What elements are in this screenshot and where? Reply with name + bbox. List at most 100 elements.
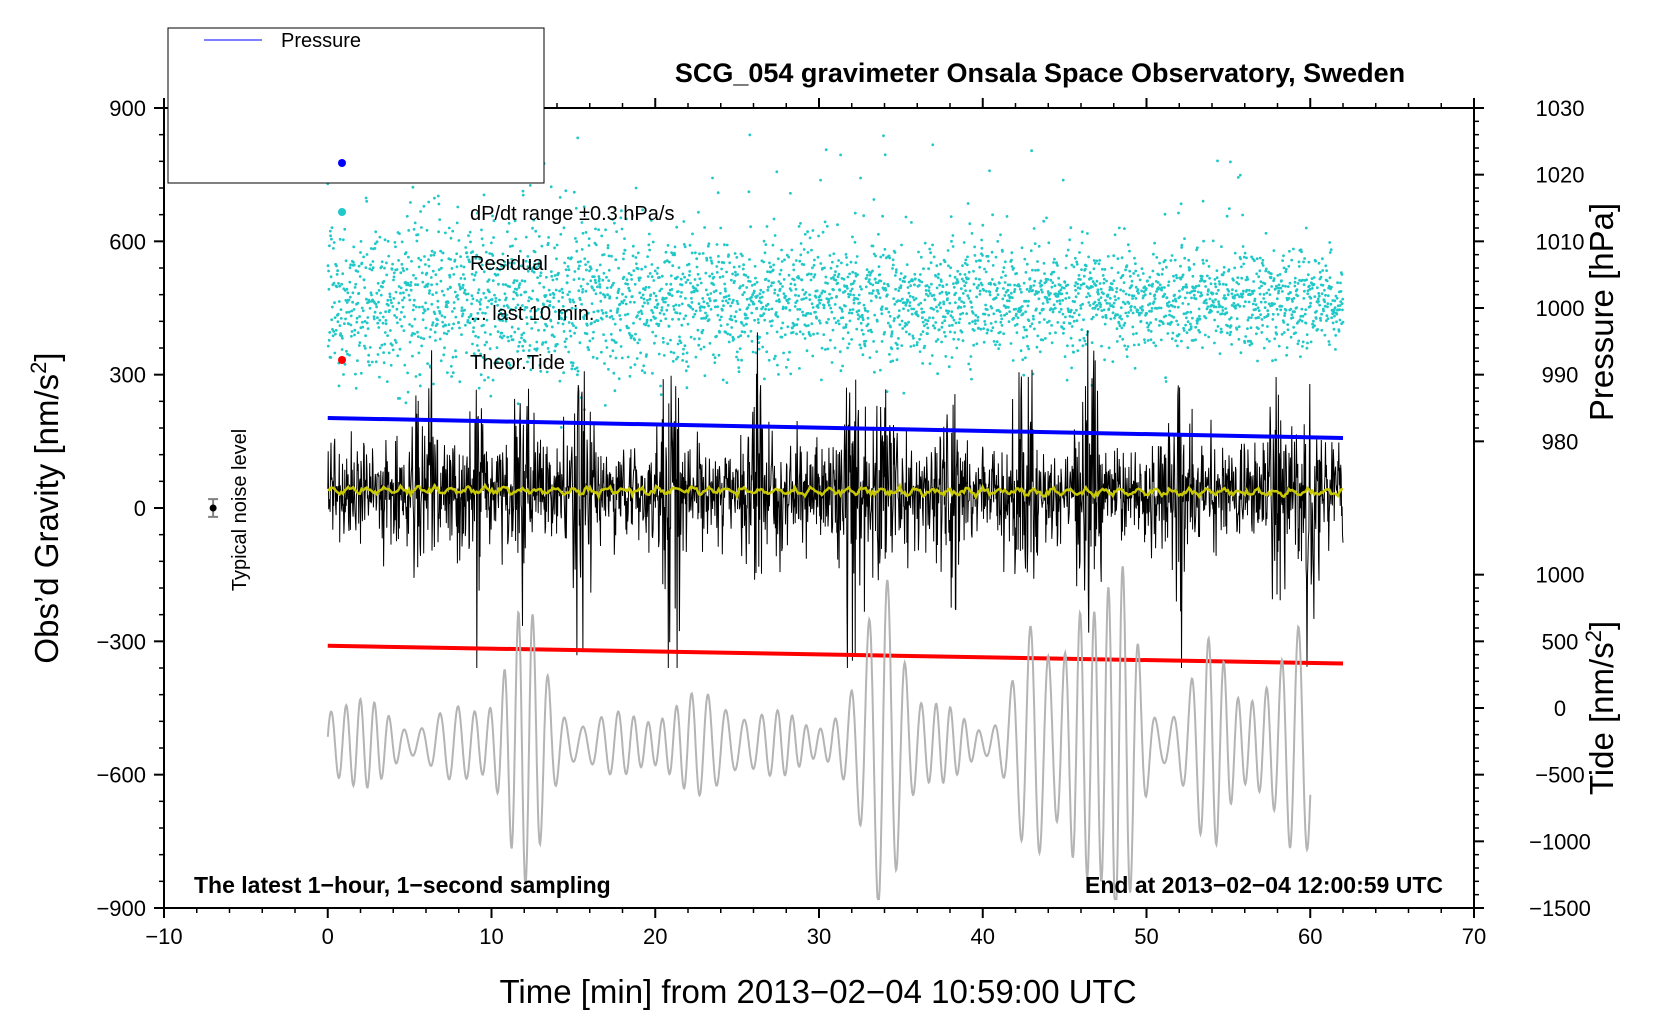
dpdt-point <box>1250 255 1253 259</box>
dpdt-point <box>1249 316 1253 319</box>
dpdt-point <box>908 332 911 336</box>
dpdt-point <box>701 252 705 255</box>
dpdt-point <box>734 319 738 323</box>
dpdt-point <box>829 266 833 270</box>
dpdt-point <box>358 275 362 278</box>
dpdt-point <box>1134 269 1138 273</box>
dpdt-point <box>718 275 722 279</box>
dpdt-point <box>724 299 728 303</box>
dpdt-point <box>615 296 619 300</box>
dpdt-point <box>1229 324 1233 328</box>
dpdt-point <box>1106 255 1110 258</box>
dpdt-point <box>1339 300 1343 304</box>
dpdt-point <box>1121 337 1125 341</box>
dpdt-point <box>523 308 526 312</box>
dpdt-point <box>873 277 877 281</box>
dpdt-point <box>1140 267 1144 270</box>
dpdt-point <box>1029 249 1033 253</box>
dpdt-point <box>432 253 436 257</box>
dpdt-point <box>864 309 867 312</box>
dpdt-point <box>796 317 800 321</box>
dpdt-point <box>1040 288 1043 292</box>
dpdt-point <box>1107 307 1111 311</box>
dpdt-point <box>649 219 653 222</box>
dpdt-point <box>701 328 705 332</box>
dpdt-point <box>872 198 876 201</box>
dpdt-point <box>788 308 792 312</box>
dpdt-point <box>610 254 613 258</box>
dpdt-point <box>1061 299 1064 302</box>
dpdt-point <box>878 273 882 276</box>
dpdt-point <box>392 271 396 275</box>
dpdt-point <box>782 351 785 355</box>
dpdt-point <box>1134 297 1138 300</box>
dpdt-point <box>783 333 787 337</box>
dpdt-point <box>386 298 390 302</box>
dpdt-point <box>359 371 363 375</box>
dpdt-point <box>1069 226 1073 230</box>
dpdt-point <box>482 270 486 274</box>
dpdt-point <box>949 266 952 270</box>
dpdt-point <box>1180 339 1183 343</box>
dpdt-point <box>986 254 990 258</box>
dpdt-point <box>1305 346 1309 350</box>
dpdt-point <box>858 301 861 305</box>
dpdt-point <box>1156 281 1160 284</box>
end-time-annotation: End at 2013−02−04 12:00:59 UTC <box>1085 872 1443 898</box>
dpdt-point <box>795 299 799 303</box>
dpdt-point <box>591 355 595 359</box>
dpdt-point <box>1095 313 1098 317</box>
dpdt-point <box>932 308 936 311</box>
dpdt-point <box>643 371 647 375</box>
dpdt-point <box>658 276 661 279</box>
dpdt-point <box>689 335 693 339</box>
dpdt-point <box>667 325 671 328</box>
dpdt-point <box>755 306 759 310</box>
dpdt-point <box>384 310 387 314</box>
dpdt-point <box>652 291 656 295</box>
dpdt-point <box>429 276 433 279</box>
dpdt-point <box>802 313 805 317</box>
dpdt-point <box>1013 288 1017 291</box>
dpdt-point <box>338 324 342 327</box>
dpdt-point <box>928 316 931 320</box>
dpdt-point <box>945 309 948 312</box>
dpdt-point <box>688 270 692 273</box>
dpdt-point <box>587 244 591 247</box>
dpdt-point <box>501 283 505 286</box>
dpdt-point <box>588 339 592 343</box>
dpdt-point <box>677 290 680 293</box>
dpdt-point <box>913 283 916 287</box>
dpdt-point <box>1055 262 1059 265</box>
dpdt-point <box>891 258 895 262</box>
dpdt-point <box>934 274 938 278</box>
tide-tick-label: 0 <box>1554 696 1566 721</box>
dpdt-point <box>348 266 352 270</box>
dpdt-point <box>1174 299 1178 303</box>
dpdt-point <box>1280 332 1284 336</box>
dpdt-point <box>628 289 631 293</box>
dpdt-point <box>1131 311 1135 315</box>
dpdt-point <box>460 309 464 312</box>
dpdt-point <box>459 264 463 268</box>
dpdt-point <box>333 301 336 305</box>
dpdt-point <box>1085 295 1088 299</box>
dpdt-point <box>1320 292 1324 296</box>
tide-axis-title: Tide [nm/s2] <box>1581 621 1620 795</box>
dpdt-point <box>1228 317 1231 321</box>
dpdt-point <box>954 301 957 304</box>
dpdt-point <box>355 320 359 324</box>
dpdt-point <box>1147 323 1151 327</box>
dpdt-point <box>912 307 916 311</box>
dpdt-point <box>509 334 513 338</box>
dpdt-point <box>1079 307 1083 310</box>
dpdt-point <box>999 233 1002 237</box>
dpdt-point <box>1147 328 1150 332</box>
dpdt-point <box>426 282 430 286</box>
dpdt-point <box>519 264 523 268</box>
dpdt-point <box>363 286 367 289</box>
dpdt-point <box>1317 292 1321 295</box>
dpdt-point <box>1215 269 1219 272</box>
dpdt-point <box>1275 307 1279 311</box>
dpdt-point <box>1252 289 1256 293</box>
